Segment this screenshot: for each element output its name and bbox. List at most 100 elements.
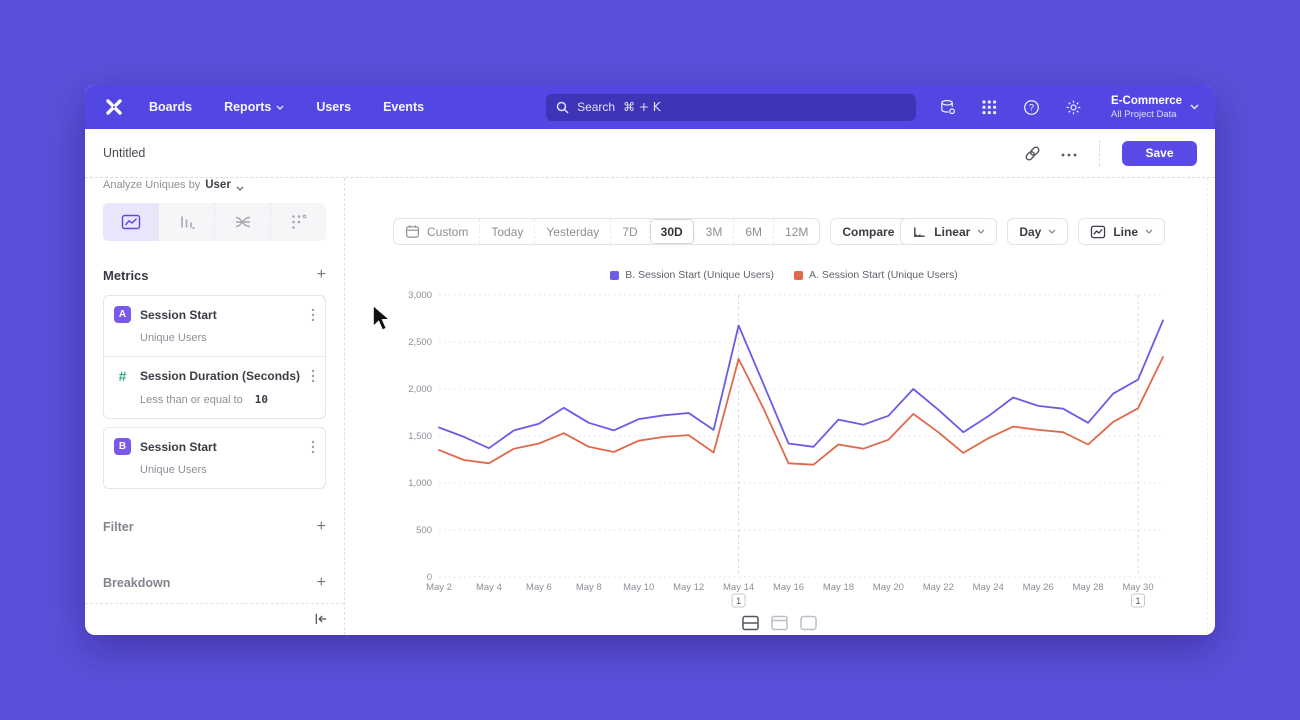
range-3m[interactable]: 3M — [695, 219, 735, 244]
chart-display-controls: Linear Day Line — [900, 218, 1165, 245]
range-label: 6M — [745, 224, 763, 239]
nav-link-label: Reports — [224, 100, 272, 114]
chart-type-label: Line — [1113, 224, 1138, 239]
range-7d[interactable]: 7D — [611, 219, 650, 244]
legend-label: B. Session Start (Unique Users) — [625, 269, 774, 281]
metric-aggregation[interactable]: Unique Users — [140, 464, 207, 476]
settings-gear-icon[interactable] — [1063, 97, 1083, 117]
metric-filter-duration[interactable]: # Session Duration (Seconds) Less than o… — [104, 356, 325, 418]
more-dots-icon[interactable] — [1061, 144, 1077, 162]
chevron-down-icon — [1145, 229, 1153, 234]
search-input[interactable]: Search ⌘ + K — [546, 93, 917, 121]
add-breakdown-button[interactable]: + — [316, 574, 326, 591]
nav-link-boards[interactable]: Boards — [149, 100, 192, 114]
search-shortcut: ⌘ + K — [623, 100, 661, 114]
chevron-down-icon — [276, 105, 284, 110]
range-label: Today — [491, 224, 524, 239]
metric-item-b[interactable]: B Session Start Unique Users — [104, 428, 325, 488]
analyze-label: Analyze Uniques by — [103, 179, 201, 191]
svg-text:May 2: May 2 — [426, 582, 452, 593]
layout-full-icon[interactable] — [800, 615, 819, 631]
svg-text:May 22: May 22 — [923, 582, 954, 593]
range-6m[interactable]: 6M — [734, 219, 775, 244]
metric-badge-a: A — [114, 306, 131, 323]
tab-flow-chart[interactable] — [215, 203, 271, 241]
compare-label: Compare — [842, 224, 895, 239]
collapse-left-icon[interactable] — [313, 612, 328, 626]
help-icon[interactable]: ? — [1021, 97, 1041, 117]
interval-label: Day — [1019, 224, 1042, 239]
filter-operator[interactable]: Less than or equal to — [140, 394, 243, 406]
svg-text:1,000: 1,000 — [408, 478, 432, 489]
add-filter-button[interactable]: + — [316, 518, 326, 535]
metric-aggregation[interactable]: Unique Users — [140, 332, 207, 344]
filter-header: Filter — [103, 520, 134, 534]
metric-badge-b: B — [114, 438, 131, 455]
metrics-header-row: Metrics + — [103, 267, 326, 283]
data-management-icon[interactable] — [937, 97, 957, 117]
scale-dropdown[interactable]: Linear — [900, 218, 998, 245]
top-nav: Boards Reports Users Events Search ⌘ + K — [85, 85, 1215, 129]
layout-header-icon[interactable] — [771, 615, 790, 631]
chevron-down-icon — [977, 229, 985, 234]
kebab-menu-icon[interactable] — [311, 308, 315, 322]
svg-text:1: 1 — [1136, 596, 1141, 606]
scale-label: Linear — [934, 224, 971, 239]
project-subtitle: All Project Data — [1111, 108, 1177, 120]
apps-grid-icon[interactable] — [979, 97, 999, 117]
line-chart[interactable]: 0 500 1,000 1,500 2,000 2,500 3,000 1 1 May 2 May … — [395, 283, 1215, 620]
range-12m[interactable]: 12M — [774, 219, 819, 244]
svg-text:0: 0 — [427, 572, 432, 583]
kebab-menu-icon[interactable] — [311, 440, 315, 454]
metric-card-b: B Session Start Unique Users — [103, 427, 326, 489]
svg-text:1,500: 1,500 — [408, 431, 432, 442]
add-metric-button[interactable]: + — [316, 266, 326, 283]
search-icon — [556, 101, 569, 114]
range-custom[interactable]: Custom — [394, 219, 481, 244]
report-title-bar: Untitled Save — [85, 129, 1215, 178]
chart-type-dropdown[interactable]: Line — [1078, 218, 1165, 245]
svg-text:May 30: May 30 — [1122, 582, 1153, 593]
svg-text:May 10: May 10 — [623, 582, 654, 593]
range-yesterday[interactable]: Yesterday — [535, 219, 612, 244]
divider — [1099, 140, 1100, 166]
svg-text:May 18: May 18 — [823, 582, 854, 593]
report-title[interactable]: Untitled — [103, 146, 146, 160]
range-label: 3M — [705, 224, 723, 239]
project-name: E-Commerce — [1111, 95, 1182, 108]
svg-text:May 6: May 6 — [526, 582, 552, 593]
svg-text:May 26: May 26 — [1023, 582, 1054, 593]
chevron-down-icon — [1048, 229, 1056, 234]
save-button[interactable]: Save — [1122, 140, 1197, 166]
legend-item-a[interactable]: A. Session Start (Unique Users) — [794, 269, 958, 281]
tab-scatter-chart[interactable] — [271, 203, 326, 241]
nav-link-users[interactable]: Users — [316, 100, 351, 114]
filter-value-input[interactable]: 10 — [254, 393, 268, 406]
svg-text:2,000: 2,000 — [408, 384, 432, 395]
query-builder-sidebar: Analyze Uniques by User Metrics + — [85, 178, 345, 635]
flow-chart-tab-icon — [234, 214, 252, 230]
tab-line-chart[interactable] — [103, 203, 159, 241]
svg-text:May 8: May 8 — [576, 582, 602, 593]
tab-bar-chart[interactable] — [159, 203, 215, 241]
nav-link-events[interactable]: Events — [383, 100, 424, 114]
interval-dropdown[interactable]: Day — [1007, 218, 1069, 245]
legend-item-b[interactable]: B. Session Start (Unique Users) — [610, 269, 774, 281]
range-label: Custom — [427, 224, 469, 239]
range-today[interactable]: Today — [480, 219, 536, 244]
kebab-menu-icon[interactable] — [311, 369, 315, 383]
hash-badge-icon: # — [118, 367, 127, 384]
layout-split-icon[interactable] — [742, 615, 761, 631]
sidebar-footer — [85, 603, 344, 635]
metrics-header: Metrics — [103, 267, 149, 283]
range-30d-active[interactable]: 30D — [649, 219, 695, 244]
legend-swatch-purple — [610, 270, 620, 280]
mixpanel-x-logo[interactable] — [101, 94, 127, 120]
metric-item-a[interactable]: A Session Start Unique Users — [104, 296, 325, 356]
range-label: 7D — [622, 224, 638, 239]
analyze-value-dropdown[interactable]: User — [205, 179, 231, 191]
nav-link-reports[interactable]: Reports — [224, 100, 284, 114]
project-selector[interactable]: E-Commerce All Project Data — [1111, 94, 1199, 120]
calendar-icon — [405, 224, 420, 239]
link-icon[interactable] — [1024, 145, 1041, 162]
